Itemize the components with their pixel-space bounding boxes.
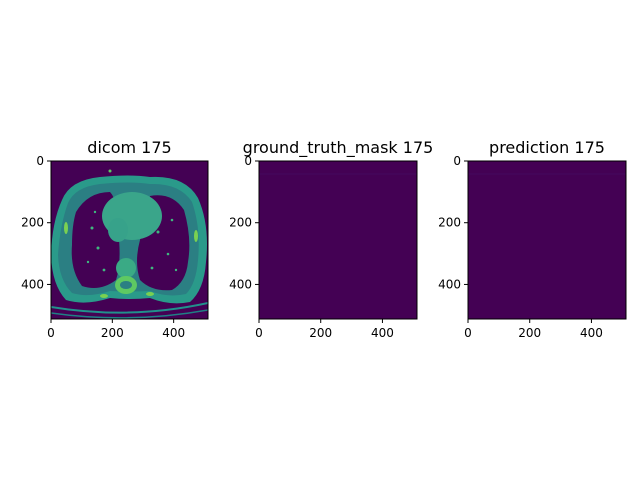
y-tick-label: 400 [438,277,461,291]
chart-title: ground_truth_mask 175 [243,138,434,158]
prediction-image [468,161,626,319]
y-tick-label: 200 [229,216,252,230]
x-tick-label: 0 [47,326,55,340]
x-tick-label: 400 [162,326,185,340]
x-tick-label: 200 [101,326,124,340]
x-tick-label: 0 [255,326,263,340]
y-tick-label: 0 [244,154,252,168]
x-tick-label: 400 [580,326,603,340]
panel-ground-truth [259,161,417,319]
y-tick-label: 200 [21,216,44,230]
x-tick-label: 400 [371,326,394,340]
dicom-image [51,161,208,319]
panel-prediction [468,161,626,319]
chart-title: dicom 175 [87,138,171,157]
y-tick-label: 400 [229,277,252,291]
y-tick-label: 0 [36,154,44,168]
panel-dicom [51,161,208,319]
x-tick-label: 200 [309,326,332,340]
ground-truth-image [259,161,417,319]
chart-title: prediction 175 [489,138,605,157]
y-tick-label: 200 [438,216,461,230]
x-tick-label: 0 [464,326,472,340]
y-tick-label: 400 [21,277,44,291]
y-tick-label: 0 [453,154,461,168]
x-tick-label: 200 [518,326,541,340]
